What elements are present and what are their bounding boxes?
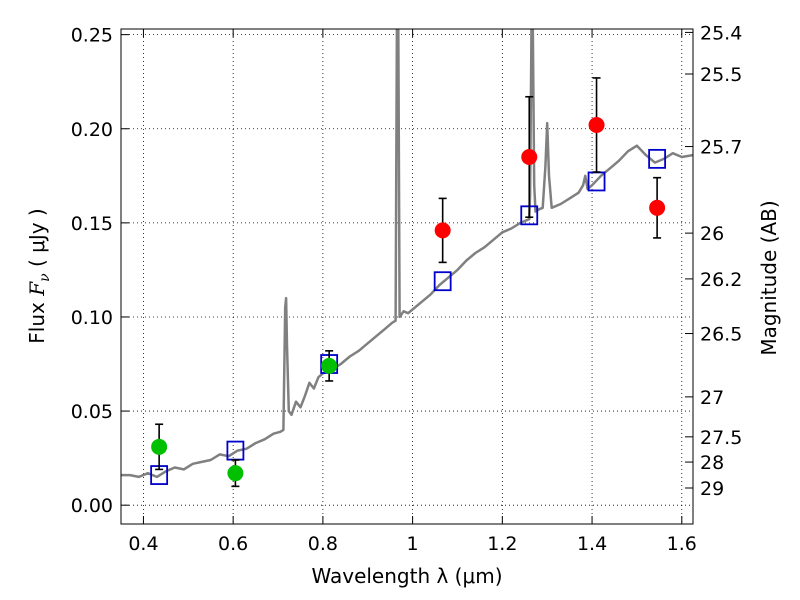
data-point bbox=[321, 357, 338, 374]
y2-tick-label: 27.5 bbox=[700, 427, 742, 449]
y-tick-label: 0.05 bbox=[71, 401, 113, 423]
data-point bbox=[588, 116, 605, 133]
y-axis-label-sub: ν bbox=[37, 273, 53, 282]
y-tick-label: 0.00 bbox=[71, 495, 113, 517]
plot-area bbox=[121, 29, 693, 524]
data-point bbox=[521, 148, 538, 165]
spectrum-line bbox=[121, 29, 693, 479]
y2-tick-label: 26 bbox=[700, 223, 724, 245]
y2-tick-label: 25.4 bbox=[700, 22, 742, 44]
y2-tick-label: 28 bbox=[700, 452, 724, 474]
y2-tick-label: 26.2 bbox=[700, 269, 742, 291]
y-tick-label: 0.10 bbox=[71, 307, 113, 329]
data-point bbox=[649, 199, 666, 216]
y2-tick-label: 29 bbox=[700, 478, 724, 500]
grid bbox=[121, 29, 693, 524]
y-tick-label: 0.15 bbox=[71, 213, 113, 235]
x-tick-label: 1.2 bbox=[487, 533, 517, 555]
y2-tick-label: 25.7 bbox=[700, 137, 742, 159]
y2-tick-label: 25.5 bbox=[700, 64, 742, 86]
x-tick-label: 0.8 bbox=[308, 533, 338, 555]
y-tick-label: 0.25 bbox=[71, 25, 113, 47]
x-tick-label: 0.6 bbox=[218, 533, 248, 555]
x-tick-label: 1.6 bbox=[667, 533, 697, 555]
x-tick-label: 1.4 bbox=[577, 533, 607, 555]
data-point bbox=[227, 465, 244, 482]
y2-axis-label: Magnitude (AB) bbox=[757, 200, 781, 355]
y2-tick-label: 27 bbox=[700, 387, 724, 409]
model-photometry-square bbox=[648, 148, 667, 169]
y-axis-label: Flux Fν ( μJy ) bbox=[25, 208, 53, 343]
tick-labels: 0.4 0.6 0.8 1 1.2 1.4 1.6 0.00 0.05 0.10 0.15 0.20 0… bbox=[71, 22, 743, 555]
series-layer bbox=[121, 29, 693, 488]
y-axis-label-prefix: Flux bbox=[25, 296, 49, 344]
y2-tick-label: 26.5 bbox=[700, 324, 742, 346]
y-axis-label-var: F bbox=[25, 281, 49, 297]
x-tick-label: 1 bbox=[407, 533, 419, 555]
data-point bbox=[434, 222, 451, 239]
ticks bbox=[121, 29, 693, 524]
x-axis-label: Wavelength λ (μm) bbox=[311, 564, 502, 588]
data-point bbox=[151, 438, 168, 455]
model-photometry-square bbox=[433, 271, 452, 292]
plot-frame bbox=[120, 28, 694, 525]
y-tick-label: 0.20 bbox=[71, 119, 113, 141]
x-tick-label: 0.4 bbox=[128, 533, 158, 555]
y-axis-label-suffix: ( μJy ) bbox=[25, 208, 49, 273]
